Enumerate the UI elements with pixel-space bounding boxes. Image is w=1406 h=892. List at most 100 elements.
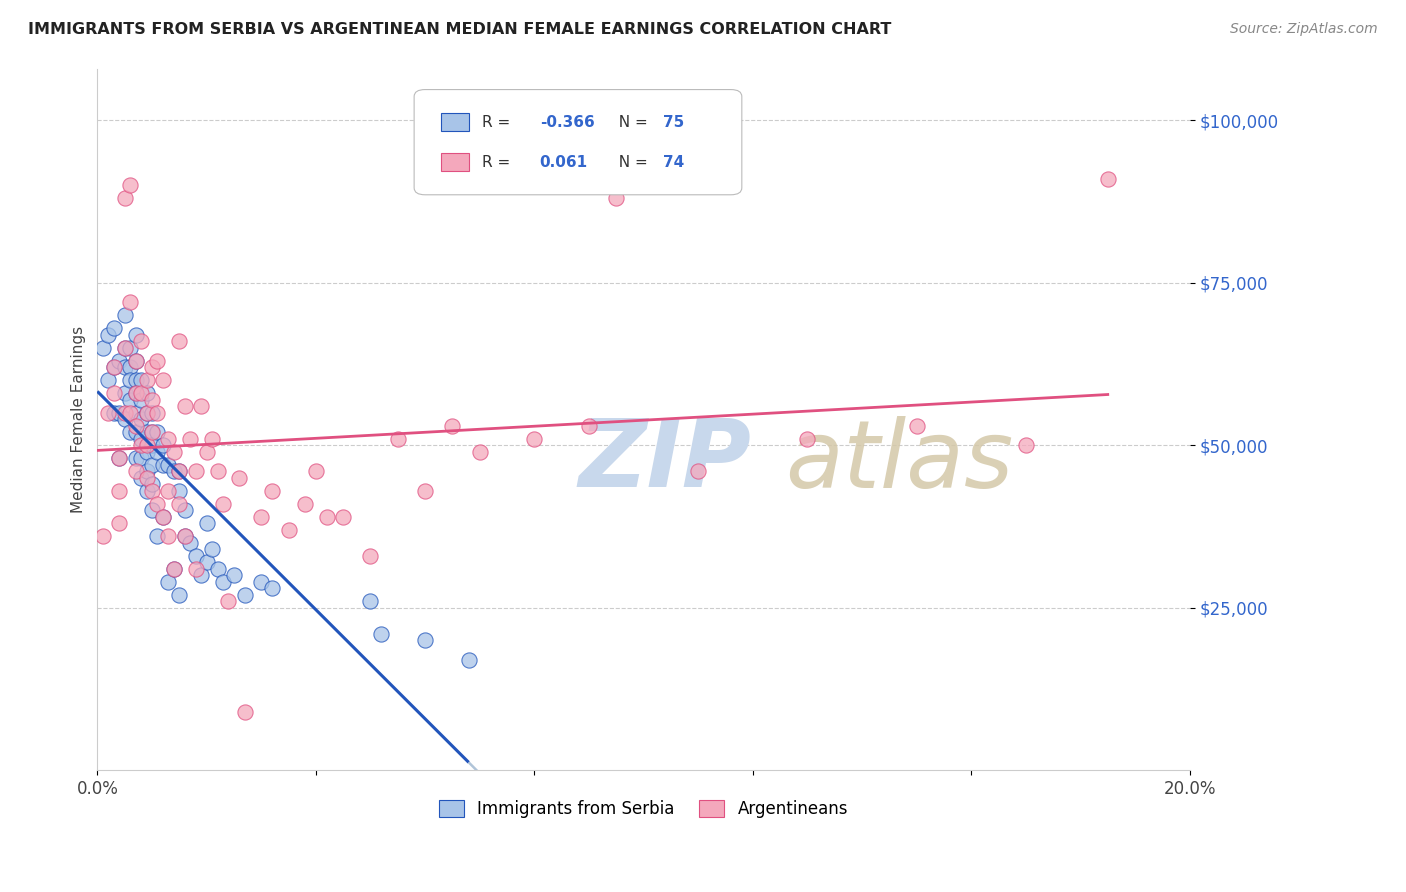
Point <box>146 444 169 458</box>
Point <box>184 464 207 478</box>
Point <box>129 386 152 401</box>
Point <box>217 594 239 608</box>
Point <box>441 418 464 433</box>
Point <box>103 360 125 375</box>
Point <box>114 360 136 375</box>
Point <box>184 561 207 575</box>
Point <box>152 509 174 524</box>
Point <box>169 497 191 511</box>
Point <box>201 542 224 557</box>
Point <box>169 483 191 498</box>
Point <box>108 516 131 531</box>
Point <box>97 327 120 342</box>
Point <box>294 497 316 511</box>
Point <box>688 464 710 478</box>
Point <box>120 425 142 440</box>
Text: ZIP: ZIP <box>578 416 751 508</box>
Point <box>124 373 146 387</box>
Point <box>124 425 146 440</box>
Point <box>129 451 152 466</box>
Text: N =: N = <box>609 114 652 129</box>
Point <box>120 295 142 310</box>
Point <box>359 549 381 563</box>
Text: IMMIGRANTS FROM SERBIA VS ARGENTINEAN MEDIAN FEMALE EARNINGS CORRELATION CHART: IMMIGRANTS FROM SERBIA VS ARGENTINEAN ME… <box>28 22 891 37</box>
Text: Source: ZipAtlas.com: Source: ZipAtlas.com <box>1230 22 1378 37</box>
Point <box>129 373 152 387</box>
Point <box>141 425 163 440</box>
Point <box>108 406 131 420</box>
Point <box>108 451 131 466</box>
Point <box>120 360 142 375</box>
Point <box>124 451 146 466</box>
Point <box>135 444 157 458</box>
FancyBboxPatch shape <box>415 89 742 194</box>
Point <box>135 464 157 478</box>
Point <box>114 406 136 420</box>
Point <box>578 418 600 433</box>
Point <box>103 360 125 375</box>
Point <box>141 483 163 498</box>
Point <box>141 360 163 375</box>
Point <box>114 386 136 401</box>
FancyBboxPatch shape <box>441 153 468 171</box>
Point <box>114 191 136 205</box>
Point <box>163 561 186 575</box>
Point <box>135 471 157 485</box>
Point <box>277 523 299 537</box>
Point <box>157 483 180 498</box>
Point <box>141 458 163 472</box>
Point <box>124 406 146 420</box>
Point <box>120 392 142 407</box>
Text: R =: R = <box>482 154 515 169</box>
Point <box>108 353 131 368</box>
Point <box>179 432 201 446</box>
Point <box>146 425 169 440</box>
Point <box>135 483 157 498</box>
Point <box>332 509 354 524</box>
Point <box>114 341 136 355</box>
Point <box>152 458 174 472</box>
Text: 74: 74 <box>664 154 685 169</box>
Point <box>163 561 186 575</box>
Point <box>169 464 191 478</box>
Point <box>97 406 120 420</box>
Point <box>91 529 114 543</box>
Point <box>605 191 627 205</box>
Point <box>120 341 142 355</box>
Point <box>124 386 146 401</box>
Point <box>141 425 163 440</box>
Point <box>179 535 201 549</box>
Point <box>152 438 174 452</box>
Point <box>114 309 136 323</box>
Point <box>141 477 163 491</box>
Point <box>905 418 928 433</box>
Point <box>1015 438 1038 452</box>
Point <box>184 549 207 563</box>
Point <box>370 626 392 640</box>
Point <box>141 438 163 452</box>
Point <box>315 509 337 524</box>
Point <box>157 529 180 543</box>
Text: atlas: atlas <box>786 416 1014 507</box>
Point <box>129 471 152 485</box>
Point <box>135 373 157 387</box>
Point <box>129 412 152 426</box>
Point <box>173 399 195 413</box>
Point <box>124 464 146 478</box>
Point <box>233 705 256 719</box>
Text: -0.366: -0.366 <box>540 114 595 129</box>
Point <box>262 483 284 498</box>
Point <box>228 471 250 485</box>
Point <box>523 432 546 446</box>
Point <box>195 444 218 458</box>
Point <box>173 529 195 543</box>
Point <box>124 418 146 433</box>
Point <box>190 568 212 582</box>
Point <box>233 588 256 602</box>
Point <box>146 353 169 368</box>
Point <box>169 588 191 602</box>
Point <box>207 561 229 575</box>
Point <box>173 503 195 517</box>
Point <box>114 341 136 355</box>
Text: 0.061: 0.061 <box>540 154 588 169</box>
